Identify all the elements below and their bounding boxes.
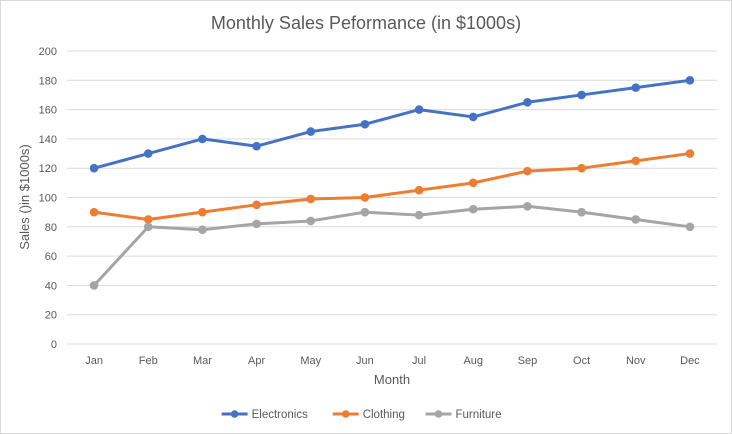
legend-item-clothing: Clothing [332,409,405,421]
data-point [577,163,586,173]
x-axis-title: Month [374,372,410,387]
data-point [414,185,424,195]
y-tick-label: 0 [51,339,57,351]
data-point [360,119,370,129]
data-point [252,141,261,151]
legend-label: Electronics [252,409,308,421]
data-point [306,194,316,204]
series-line [92,78,692,170]
x-tick-label: Oct [573,355,590,367]
data-point [414,210,424,220]
y-tick-label: 160 [39,105,57,117]
data-point [89,207,99,217]
data-point [89,281,99,290]
x-tick-label: Feb [139,355,158,367]
data-point [198,225,207,235]
legend-label: Clothing [363,409,405,421]
x-tick-label: Jan [85,355,103,367]
series-layer [89,76,695,290]
legend-swatch-marker [230,410,239,418]
legend-swatch-marker [341,410,350,418]
y-tick-label: 40 [45,280,57,292]
x-tick-label: Jun [356,355,374,367]
y-tick-label: 60 [45,251,57,263]
x-tick-label: Dec [680,355,700,367]
chart-legend: Electronics Clothing Furniture [221,409,502,421]
data-point [360,207,370,217]
data-point [414,105,424,114]
data-point [468,112,478,122]
series-electronics [89,76,695,173]
y-tick-label: 140 [39,134,57,146]
data-point [143,215,153,224]
x-tick-label: Aug [463,355,483,367]
legend-item-furniture: Furniture [425,409,502,421]
x-tick-label: May [300,355,321,367]
y-tick-label: 180 [39,75,57,87]
x-tick-label: Apr [248,355,265,367]
x-tick-label: Nov [626,355,646,367]
x-tick-label: Sep [518,355,538,367]
data-point [631,83,641,92]
y-tick-label: 80 [45,222,57,234]
data-point [252,200,261,210]
legend-label: Furniture [456,409,502,421]
legend-swatch-marker [434,410,443,418]
data-point [631,215,641,224]
data-point [306,127,316,136]
data-point [198,207,207,217]
x-tick-label: Mar [193,355,212,367]
data-point [577,90,586,100]
series-line [92,152,692,221]
data-point [306,216,316,226]
chart-title: Monthly Sales Peformance (in $1000s) [211,13,521,33]
data-point [577,207,586,217]
data-point [523,201,532,211]
data-point [685,76,695,85]
data-point [143,222,153,232]
data-point [685,149,695,158]
y-axis-ticks: 0 20 40 60 80 100 120 140 160 180 200 [39,46,57,351]
y-tick-label: 20 [45,310,57,322]
series-furniture [89,201,695,290]
legend-item-electronics: Electronics [221,409,308,421]
x-tick-label: Jul [412,355,426,367]
data-point [631,156,641,166]
data-point [89,163,99,173]
data-point [198,134,207,144]
data-point [685,222,695,232]
series-line [92,204,692,287]
series-clothing [89,149,695,224]
data-point [143,149,153,158]
data-point [360,193,370,202]
data-point [468,178,478,188]
x-axis-ticks: Jan Feb Mar Apr May Jun Jul Aug Sep Oct Nov Dec [85,355,700,367]
y-tick-label: 200 [39,46,57,58]
gridlines [67,50,717,345]
data-point [252,219,261,229]
data-point [523,97,532,107]
y-tick-label: 100 [39,193,57,205]
data-point [468,204,478,214]
y-tick-label: 120 [39,163,57,175]
y-axis-title: Sales ()in $1000s) [17,144,32,250]
data-point [523,166,532,176]
